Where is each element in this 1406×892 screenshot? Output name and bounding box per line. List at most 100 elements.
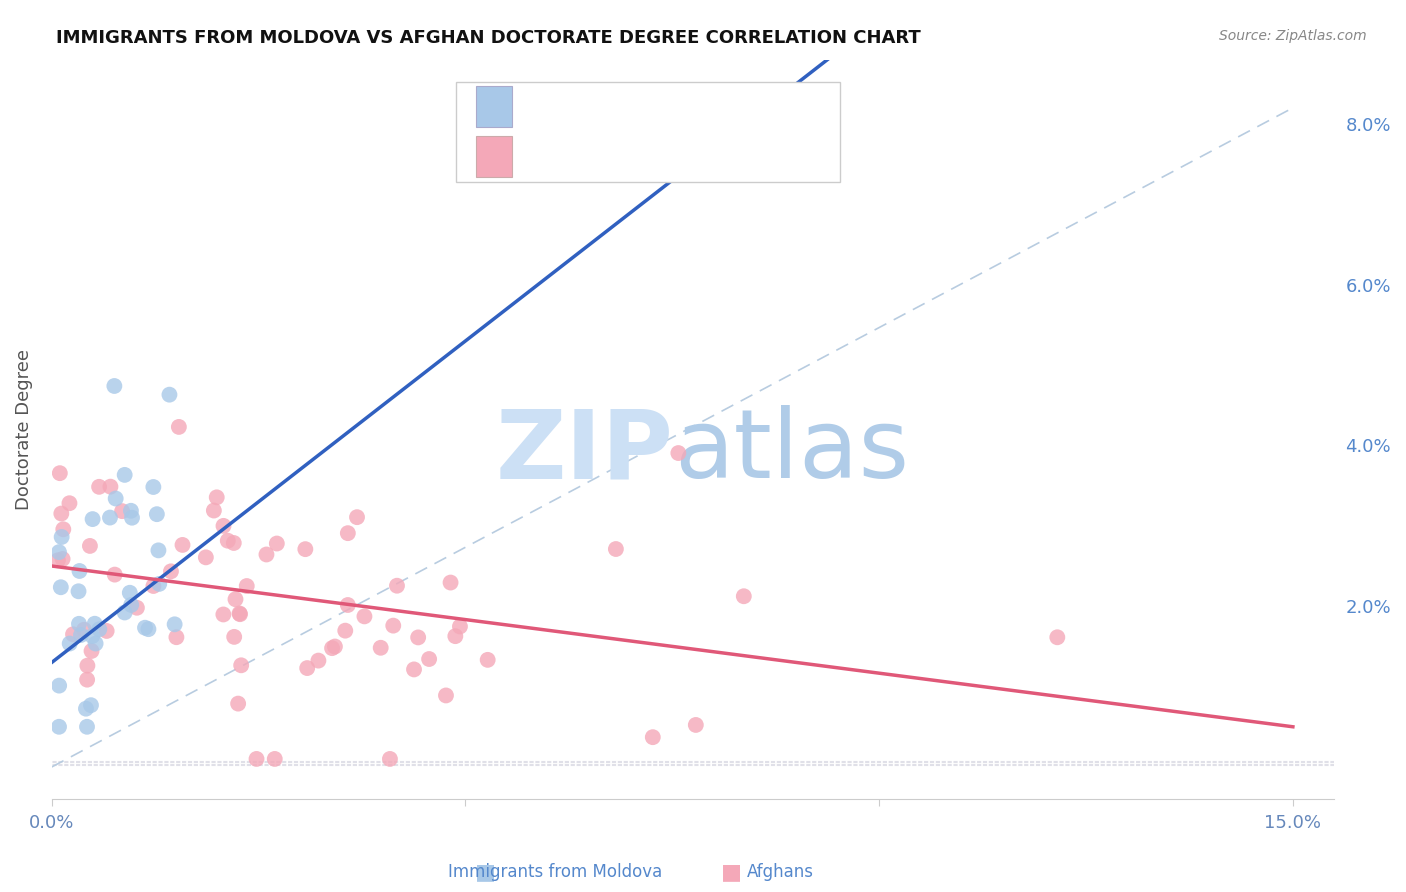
Point xyxy=(69,564,91,578)
Y-axis label: Doctorate Degree: Doctorate Degree xyxy=(15,349,32,510)
Point xyxy=(205,491,228,505)
Point xyxy=(194,550,217,565)
Point xyxy=(52,522,75,536)
Point xyxy=(80,698,103,713)
Point xyxy=(449,619,471,633)
Point xyxy=(641,730,664,744)
Point xyxy=(104,491,127,506)
Text: Source: ZipAtlas.com: Source: ZipAtlas.com xyxy=(1219,29,1367,44)
Point xyxy=(165,630,187,644)
Point xyxy=(222,536,245,550)
Point xyxy=(385,579,408,593)
Point xyxy=(370,640,392,655)
Point xyxy=(266,536,288,550)
Point xyxy=(295,661,318,675)
Point xyxy=(82,629,104,643)
Point xyxy=(142,480,165,494)
Point xyxy=(224,630,246,644)
Point xyxy=(49,580,72,594)
Point xyxy=(323,640,346,654)
Text: 35: 35 xyxy=(747,95,772,112)
Point xyxy=(236,579,259,593)
Point xyxy=(336,598,359,612)
Point xyxy=(434,689,457,703)
Point xyxy=(121,510,143,524)
Point xyxy=(245,752,267,766)
Point xyxy=(48,679,70,693)
Point xyxy=(138,622,160,636)
Point xyxy=(336,526,359,541)
Text: atlas: atlas xyxy=(673,405,908,498)
Point xyxy=(163,617,186,632)
Text: R =: R = xyxy=(536,95,574,112)
Point xyxy=(146,507,169,521)
Text: R =: R = xyxy=(536,148,574,166)
Point xyxy=(733,589,755,603)
Point xyxy=(73,623,96,637)
Point xyxy=(685,718,707,732)
Point xyxy=(75,701,97,715)
Point xyxy=(1046,630,1069,644)
Point xyxy=(224,592,246,607)
Point xyxy=(212,519,235,533)
Point xyxy=(212,607,235,622)
Point xyxy=(159,387,181,401)
Point xyxy=(477,653,499,667)
Text: -0.287: -0.287 xyxy=(589,148,654,166)
Point xyxy=(51,530,73,544)
Point xyxy=(84,636,107,650)
Point xyxy=(79,539,101,553)
Text: 0.494: 0.494 xyxy=(589,95,652,112)
Text: N =: N = xyxy=(683,95,734,112)
Point xyxy=(444,629,467,643)
Point xyxy=(160,565,183,579)
Point xyxy=(100,480,122,494)
Point xyxy=(142,579,165,593)
Point xyxy=(118,586,141,600)
Point xyxy=(70,628,93,642)
Point xyxy=(256,548,278,562)
Point xyxy=(114,606,136,620)
Point xyxy=(231,658,253,673)
Point xyxy=(418,652,440,666)
Point xyxy=(172,538,194,552)
Point xyxy=(294,542,316,557)
Point xyxy=(666,446,689,460)
Text: ZIP: ZIP xyxy=(496,405,673,498)
Point xyxy=(52,552,75,566)
Point xyxy=(167,420,190,434)
Point xyxy=(51,507,73,521)
Point xyxy=(134,621,156,635)
Point xyxy=(82,512,104,526)
Bar xyxy=(477,86,512,127)
Point xyxy=(76,658,98,673)
Point xyxy=(89,622,111,636)
Point xyxy=(353,609,375,624)
Point xyxy=(80,644,103,658)
Point xyxy=(402,662,425,676)
Point xyxy=(58,496,80,510)
Point xyxy=(378,752,401,766)
Point xyxy=(67,616,90,631)
Point xyxy=(111,504,134,518)
Point xyxy=(48,545,70,559)
Bar xyxy=(477,136,512,177)
Point xyxy=(48,720,70,734)
Text: N =: N = xyxy=(683,148,734,166)
Point xyxy=(605,541,627,556)
Point xyxy=(406,631,429,645)
Point xyxy=(125,600,148,615)
Point xyxy=(87,480,110,494)
Point xyxy=(439,575,461,590)
Point xyxy=(202,503,225,517)
Point xyxy=(346,510,368,524)
Point xyxy=(98,510,121,524)
Point xyxy=(62,627,84,641)
Point xyxy=(335,624,357,638)
Point xyxy=(228,607,250,621)
Text: IMMIGRANTS FROM MOLDOVA VS AFGHAN DOCTORATE DEGREE CORRELATION CHART: IMMIGRANTS FROM MOLDOVA VS AFGHAN DOCTOR… xyxy=(56,29,921,47)
Text: Immigrants from Moldova: Immigrants from Moldova xyxy=(449,863,662,881)
Point xyxy=(76,673,98,687)
Point xyxy=(229,607,252,622)
Point xyxy=(49,466,72,480)
